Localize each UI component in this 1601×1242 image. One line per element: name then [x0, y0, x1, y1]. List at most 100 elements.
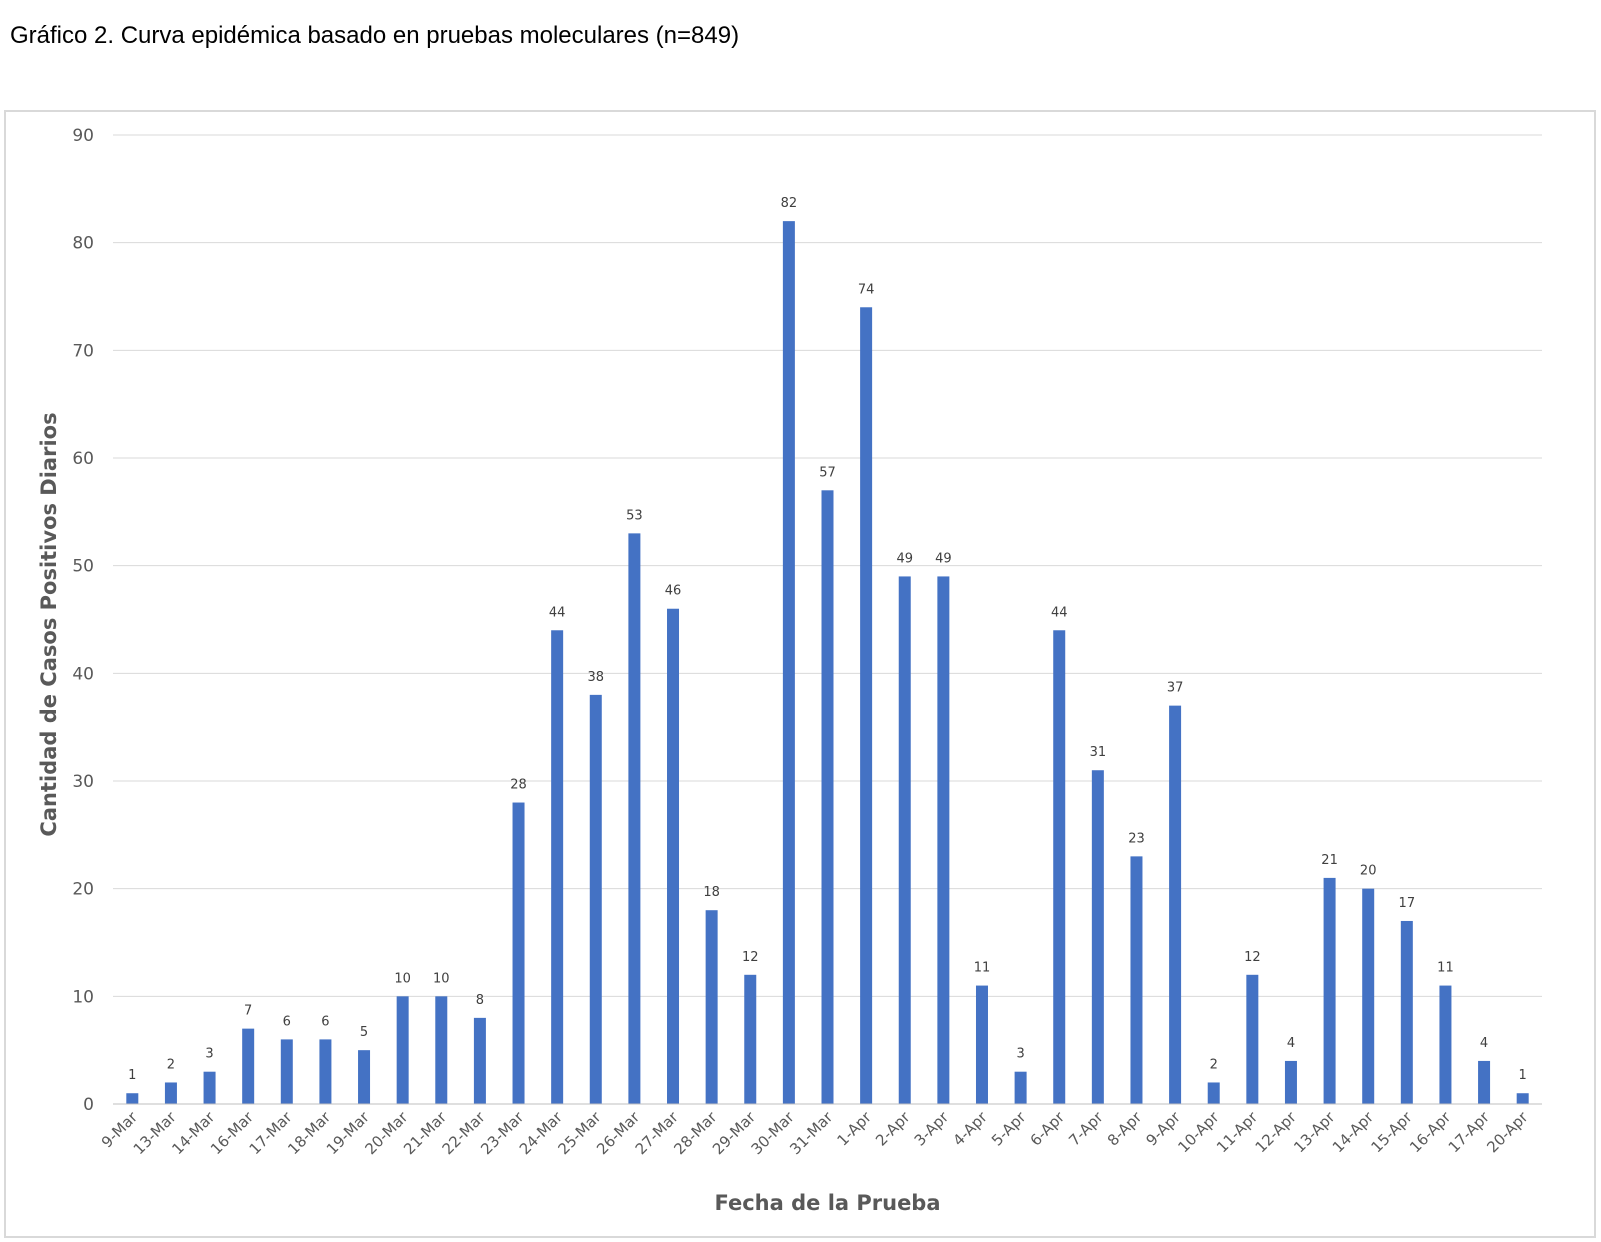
bar — [1478, 1060, 1491, 1104]
y-tick-label: 30 — [72, 772, 94, 792]
data-label: 10 — [433, 971, 450, 986]
data-label: 5 — [360, 1025, 368, 1040]
data-label: 31 — [1090, 745, 1107, 760]
data-label: 12 — [1244, 950, 1261, 965]
bar — [1053, 630, 1066, 1104]
data-label: 49 — [896, 551, 913, 566]
data-label: 11 — [974, 961, 991, 976]
data-label: 57 — [819, 465, 836, 480]
bar — [898, 576, 911, 1104]
data-label: 1 — [1519, 1068, 1527, 1083]
data-label: 38 — [587, 670, 604, 685]
bar — [1362, 888, 1375, 1104]
bar — [975, 985, 988, 1104]
x-tick-label: 10-Apr — [1174, 1108, 1223, 1157]
bar — [860, 307, 873, 1104]
data-label: 44 — [549, 605, 566, 620]
y-tick-label: 50 — [72, 557, 94, 577]
bar — [782, 221, 795, 1105]
bar — [551, 630, 564, 1104]
data-label: 21 — [1321, 853, 1338, 868]
data-label: 18 — [703, 885, 720, 900]
bar — [1130, 856, 1143, 1104]
bar — [667, 608, 680, 1104]
data-label: 3 — [205, 1047, 213, 1062]
page-title: Gráfico 2. Curva epidémica basado en pru… — [10, 22, 740, 49]
bar — [1169, 705, 1182, 1104]
data-label: 1 — [128, 1068, 136, 1083]
data-label: 53 — [626, 508, 643, 523]
x-tick-label: 16-Apr — [1406, 1108, 1455, 1157]
y-tick-label: 90 — [72, 126, 94, 146]
x-tick-label: 11-Apr — [1213, 1108, 1262, 1157]
bar — [358, 1050, 371, 1104]
y-axis-title: Cantidad de Casos Positivos Diarios — [37, 412, 61, 836]
x-tick-label: 17-Apr — [1445, 1108, 1494, 1157]
bar — [126, 1093, 139, 1104]
x-tick-label: 7-Apr — [1065, 1108, 1107, 1150]
x-tick-label: 13-Apr — [1290, 1108, 1339, 1157]
data-label: 23 — [1128, 831, 1145, 846]
bar — [589, 694, 602, 1104]
bar — [473, 1017, 486, 1104]
y-tick-label: 80 — [72, 234, 94, 254]
bar — [1516, 1093, 1529, 1104]
x-tick-label: 5-Apr — [988, 1108, 1030, 1150]
bars — [126, 221, 1529, 1105]
x-axis-ticks: 9-Mar13-Mar14-Mar16-Mar17-Mar18-Mar19-Ma… — [98, 1108, 1532, 1159]
bar — [1400, 920, 1413, 1104]
bar — [1284, 1060, 1297, 1104]
data-label: 4 — [1480, 1036, 1488, 1051]
y-tick-label: 10 — [72, 987, 94, 1007]
x-tick-label: 6-Apr — [1027, 1108, 1069, 1150]
x-tick-label: 8-Apr — [1104, 1108, 1146, 1150]
data-label: 6 — [283, 1014, 291, 1029]
bar — [164, 1082, 177, 1104]
bar — [1014, 1071, 1027, 1104]
x-axis-title: Fecha de la Prueba — [714, 1191, 940, 1215]
bar — [744, 974, 757, 1104]
bar — [628, 533, 641, 1104]
x-tick-label: 12-Apr — [1252, 1108, 1301, 1157]
x-tick-label: 1-Apr — [834, 1108, 876, 1150]
data-label: 46 — [665, 584, 682, 599]
data-label: 44 — [1051, 605, 1068, 620]
x-tick-label: 31-Mar — [786, 1108, 837, 1159]
data-label: 28 — [510, 778, 527, 793]
bar — [1091, 770, 1104, 1104]
data-label: 10 — [394, 971, 411, 986]
data-label: 7 — [244, 1004, 252, 1019]
y-tick-label: 0 — [83, 1095, 94, 1115]
bar — [512, 802, 525, 1104]
x-tick-label: 15-Apr — [1367, 1108, 1416, 1157]
bar — [705, 910, 718, 1104]
data-label: 4 — [1287, 1036, 1295, 1051]
bar — [435, 996, 448, 1104]
y-tick-label: 60 — [72, 449, 94, 469]
y-tick-label: 70 — [72, 341, 94, 361]
y-axis-ticks: 0 10 20 30 40 50 60 70 80 90 — [72, 126, 94, 1115]
bar — [937, 576, 950, 1104]
bar — [1439, 985, 1452, 1104]
data-label: 3 — [1016, 1047, 1024, 1062]
x-tick-label: 14-Apr — [1329, 1108, 1378, 1157]
bar — [821, 490, 834, 1104]
bar — [242, 1028, 255, 1104]
data-label: 20 — [1360, 864, 1377, 879]
data-label: 11 — [1437, 961, 1454, 976]
data-label: 74 — [858, 282, 875, 297]
x-tick-label: 3-Apr — [911, 1108, 953, 1150]
data-label: 2 — [167, 1057, 175, 1072]
bar — [203, 1071, 216, 1104]
data-label: 8 — [476, 993, 484, 1008]
chart-frame: 0 10 20 30 40 50 60 70 80 90 1 2 3 7 6 6 5 10 10 8 28 44 38 53… — [4, 110, 1596, 1238]
data-label: 17 — [1399, 896, 1416, 911]
data-label: 12 — [742, 950, 759, 965]
bar — [1246, 974, 1259, 1104]
x-tick-label: 20-Apr — [1483, 1108, 1532, 1157]
bar — [1207, 1082, 1220, 1104]
data-label: 49 — [935, 551, 952, 566]
x-tick-label: 4-Apr — [949, 1108, 991, 1150]
